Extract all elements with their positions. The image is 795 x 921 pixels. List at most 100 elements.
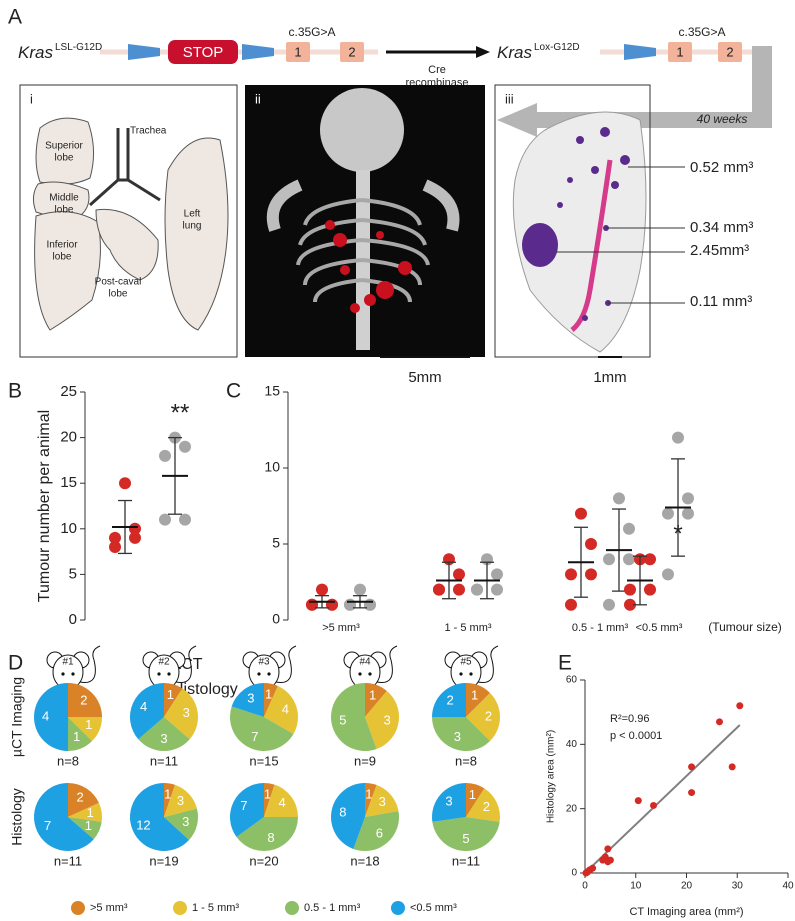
dot (575, 507, 587, 520)
y-tick-label: 0 (272, 611, 280, 627)
x-axis-label: CT Imaging area (mm²) (629, 906, 743, 918)
slice-label: 3 (445, 794, 452, 809)
point (728, 763, 736, 771)
slice-label: 8 (267, 830, 274, 845)
stop-label: STOP (183, 44, 224, 61)
mouse-eye (267, 672, 271, 676)
mouse-icon (242, 645, 297, 690)
legend-label: 0.5 - 1 mm³ (304, 902, 361, 914)
dot (613, 492, 625, 505)
slice-label: 2 (485, 708, 492, 723)
n-label: n=19 (149, 853, 178, 868)
slice-label: 1 (365, 786, 372, 801)
ct-skeleton (266, 88, 460, 350)
y-tick-label: 5 (272, 535, 280, 551)
point (589, 864, 597, 872)
dot (623, 553, 635, 566)
tumour (620, 155, 630, 165)
slice-label: 12 (136, 817, 150, 832)
dot (603, 553, 615, 566)
pie-slice (466, 788, 500, 822)
dot (364, 598, 376, 611)
subpanel-label: i (30, 91, 33, 106)
anatomy-label: Trachea (130, 126, 167, 137)
exon-box (286, 42, 310, 62)
tumour (350, 303, 360, 313)
x-tick-label: >5 mm³ (322, 622, 360, 634)
slice-label: 4 (42, 708, 49, 723)
legend-swatch (173, 901, 187, 915)
point (606, 856, 614, 864)
panel-letter: E (558, 652, 572, 675)
point (715, 718, 723, 726)
slice-label: 4 (282, 702, 289, 717)
dot (644, 553, 656, 566)
time-arrow (497, 46, 772, 137)
legend-swatch (285, 901, 299, 915)
n-label: n=11 (452, 853, 480, 868)
point (688, 789, 696, 797)
mouse-icon (444, 645, 499, 690)
stop-box (168, 40, 238, 64)
pie-slice (68, 817, 102, 840)
slice-label: 2 (483, 799, 490, 814)
pie-slice (365, 783, 377, 817)
y-tick-label: 10 (264, 459, 280, 475)
dot (453, 583, 465, 596)
annotation: p < 0.0001 (610, 730, 662, 742)
gene-label: Kras LSL-G12D (18, 42, 102, 63)
y-axis-label: Histology area (mm²) (546, 730, 557, 823)
dot (585, 568, 597, 581)
tumour (376, 281, 394, 299)
pie-slice (164, 784, 197, 817)
slice-label: 1 (73, 729, 80, 744)
slice-label: 1 (471, 688, 478, 703)
x-tick-label: 0.5 - 1 mm³ (572, 622, 629, 634)
y-tick-label: 0 (69, 611, 77, 628)
schematic: Kras LSL-G12D STOP c.35G>A 1 2 Cre recomb… (18, 25, 772, 137)
mouse-eye (157, 672, 161, 676)
slice-label: 1 (264, 786, 271, 801)
exon-box (340, 42, 364, 62)
pie-slice (264, 685, 298, 734)
mutation-label: c.35G>A (678, 25, 725, 39)
tumour (340, 265, 350, 275)
y-tick-label: 60 (566, 675, 578, 686)
panel-frame (494, 84, 651, 358)
pie-slice (230, 706, 294, 751)
dot (682, 492, 694, 505)
mouse-eye (257, 672, 261, 676)
slice-label: 2 (77, 790, 84, 805)
anatomy-label: Post-caval (95, 277, 142, 288)
x-tick-label: 0 (582, 881, 588, 892)
exon-label: 1 (676, 44, 683, 59)
slice-label: 1 (265, 686, 272, 701)
slice-label: 3 (247, 690, 254, 705)
mouse-eye (459, 672, 463, 676)
volume-label: 0.11 mm³ (690, 293, 752, 310)
pie-slice (138, 717, 190, 751)
slice-label: 1 (85, 818, 92, 833)
annotation: R²=0.96 (610, 713, 649, 725)
tumour (591, 166, 599, 174)
dot (624, 598, 636, 611)
pie-slice (236, 817, 298, 851)
pie-slice (264, 683, 278, 717)
point (688, 763, 696, 771)
mouse-eye (368, 672, 372, 676)
slice-label: 1 (469, 787, 476, 802)
pie-slice (365, 785, 399, 817)
slice-label: 6 (376, 826, 383, 841)
dot (471, 583, 483, 596)
tumour (567, 177, 573, 183)
allele: LSL-G12D (55, 42, 102, 53)
n-label: n=9 (354, 753, 376, 768)
gene: Kras (497, 43, 532, 62)
pie-slice (432, 683, 466, 717)
legend-label: <0.5 mm³ (410, 902, 457, 914)
ct-tumours (325, 220, 412, 313)
pie-slice (229, 783, 264, 837)
volume-label: 2.45mm³ (690, 242, 749, 259)
anatomy-label: Middle (49, 193, 79, 204)
x-tick-label: 30 (732, 881, 744, 892)
